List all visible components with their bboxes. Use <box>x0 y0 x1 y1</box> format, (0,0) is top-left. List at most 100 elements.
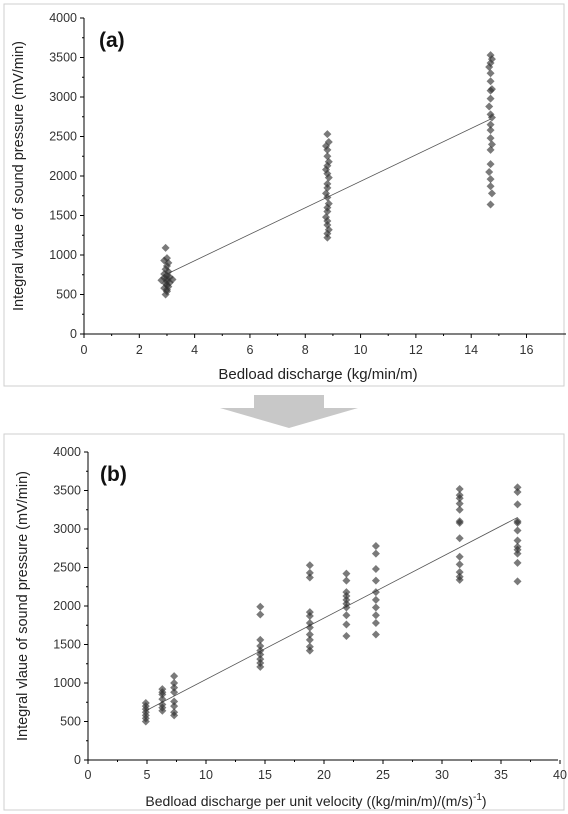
data-point <box>486 145 495 154</box>
data-point <box>455 494 464 503</box>
x-tick-label: 25 <box>376 768 390 782</box>
data-point <box>305 623 314 632</box>
data-point <box>170 683 179 692</box>
y-tick-label: 3500 <box>49 51 77 65</box>
data-point <box>305 618 314 627</box>
data-point <box>455 499 464 508</box>
data-point <box>486 94 495 103</box>
data-point <box>170 711 179 720</box>
data-point <box>455 505 464 514</box>
x-tick-label: 6 <box>246 343 253 357</box>
data-point <box>513 558 522 567</box>
data-point <box>305 612 314 621</box>
y-axis-title: Integral vlaue of sound pressure (mV/min… <box>15 471 31 741</box>
x-tick-label: 14 <box>464 343 478 357</box>
y-tick-label: 2000 <box>49 169 77 183</box>
data-point <box>170 697 179 706</box>
data-point <box>323 152 332 161</box>
data-point <box>170 679 179 687</box>
data-point <box>486 182 495 191</box>
data-point <box>323 233 332 242</box>
chart-panel-b: 0 500 1000 1500 2000 2500 3000 3500 4000 0 5 10 15 20… <box>15 445 567 809</box>
x-axis-title: Bedload discharge per unit velocity ((kg… <box>145 792 486 809</box>
down-arrow-icon <box>220 395 358 428</box>
data-point <box>513 518 522 527</box>
x-tick-label: 5 <box>144 768 151 782</box>
data-point <box>256 602 265 611</box>
regression-line <box>145 517 518 712</box>
x-tick-label: 10 <box>199 768 213 782</box>
data-point <box>485 62 494 71</box>
data-point <box>371 549 380 558</box>
data-point <box>256 662 265 671</box>
data-point <box>371 618 380 627</box>
x-tick-label: 40 <box>553 768 567 782</box>
data-point <box>513 488 522 497</box>
data-point <box>455 568 464 577</box>
data-point <box>342 620 351 629</box>
data-point <box>485 168 494 177</box>
data-point <box>170 688 179 697</box>
data-point <box>513 536 522 545</box>
x-tick-label: 0 <box>81 343 88 357</box>
x-tick-label: 4 <box>191 343 198 357</box>
data-point <box>323 207 332 216</box>
data-point <box>256 610 265 619</box>
data-point <box>513 483 522 492</box>
data-point <box>256 642 265 651</box>
x-tick-label: 10 <box>354 343 368 357</box>
data-point <box>455 534 464 543</box>
data-point <box>161 243 170 252</box>
data-point <box>455 575 464 584</box>
data-point <box>323 193 332 202</box>
data-point <box>170 672 179 681</box>
x-tick-label: 15 <box>258 768 272 782</box>
data-point <box>371 576 380 585</box>
x-tick-label: 20 <box>317 768 331 782</box>
data-point <box>324 173 333 182</box>
data-point <box>141 717 150 726</box>
y-tick-label: 1500 <box>53 638 81 652</box>
data-point <box>513 577 522 586</box>
data-point <box>342 576 351 585</box>
data-point <box>256 650 265 659</box>
panel-b-frame <box>3 433 565 811</box>
y-tick-label: 3500 <box>53 484 81 498</box>
y-tick-label: 2000 <box>53 599 81 613</box>
y-tick-label: 4000 <box>49 11 77 25</box>
data-point <box>170 702 179 711</box>
data-point <box>342 569 351 578</box>
data-point <box>371 541 380 550</box>
panel-label: (b) <box>100 463 127 486</box>
x-tick-label: 16 <box>520 343 534 357</box>
y-tick-label: 500 <box>60 715 81 729</box>
y-tick-label: 500 <box>56 288 77 302</box>
data-point <box>305 561 314 570</box>
data-point <box>371 603 380 612</box>
data-point <box>342 611 351 620</box>
y-tick-label: 4000 <box>53 445 81 459</box>
data-point <box>371 565 380 574</box>
y-tick-label: 1500 <box>49 209 77 223</box>
data-point <box>371 611 380 620</box>
x-tick-label: 12 <box>409 343 423 357</box>
x-tick-label: 30 <box>435 768 449 782</box>
data-point <box>513 500 522 509</box>
data-point <box>513 549 522 558</box>
data-point <box>371 630 380 639</box>
y-tick-label: 2500 <box>49 130 77 144</box>
x-axis-title-superscript: -1 <box>473 792 482 803</box>
data-point <box>486 77 495 86</box>
data-point <box>485 102 494 111</box>
x-tick-label: 8 <box>302 343 309 357</box>
data-point <box>371 588 380 597</box>
x-axis-title-close: ) <box>482 793 487 809</box>
data-point <box>487 189 496 198</box>
y-tick-label: 0 <box>70 327 77 341</box>
data-point <box>486 134 495 143</box>
data-point <box>323 130 332 139</box>
data-point <box>486 69 495 78</box>
data-point <box>305 573 314 582</box>
x-axis-title: Bedload discharge (kg/min/m) <box>218 366 417 383</box>
